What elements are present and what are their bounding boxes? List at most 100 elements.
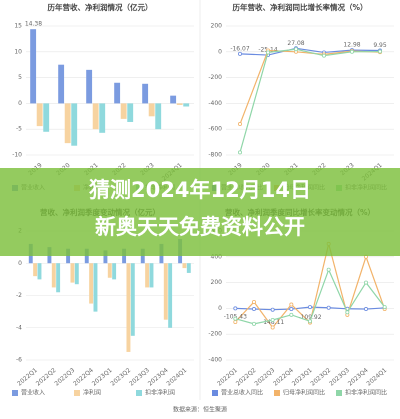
legend-swatch <box>336 390 342 396</box>
bar <box>33 263 38 277</box>
point <box>270 318 275 323</box>
point <box>237 122 242 127</box>
bar <box>168 263 173 328</box>
point <box>270 325 275 330</box>
bar <box>126 263 131 352</box>
chart-title: 历年营收、净利润情况（亿元） <box>48 2 153 12</box>
y-tick-label: 15 <box>14 23 22 30</box>
bar <box>186 263 191 273</box>
value-label: -109.92 <box>298 314 321 321</box>
point <box>377 49 382 54</box>
legend-label: 归母净利润同比 <box>283 389 325 397</box>
point <box>307 319 312 324</box>
y-tick-label: 10 <box>14 48 22 55</box>
bar <box>103 250 108 264</box>
bar <box>114 82 121 104</box>
y-tick-label: -200 <box>208 74 222 81</box>
value-label: 14.38 <box>25 21 42 28</box>
bar <box>145 263 150 288</box>
bar <box>36 103 43 127</box>
line <box>239 47 381 56</box>
y-tick-label: 200 <box>211 23 223 30</box>
point <box>382 305 387 310</box>
point <box>326 305 331 310</box>
point <box>251 321 256 326</box>
legend-swatch <box>212 390 218 396</box>
y-tick-label: 0 <box>18 100 22 107</box>
bar <box>56 263 61 293</box>
y-tick-label: -400 <box>208 357 222 364</box>
bar <box>71 103 78 146</box>
bar <box>107 263 112 278</box>
bar <box>51 263 56 288</box>
point <box>363 307 368 312</box>
bar <box>142 83 149 104</box>
legend-swatch <box>136 390 142 396</box>
y-tick-label: 200 <box>211 279 223 286</box>
line <box>239 48 381 153</box>
y-tick-label: -200 <box>208 331 222 338</box>
legend-label: 扣非净利润同比 <box>345 389 387 397</box>
bar <box>149 263 154 288</box>
bar <box>170 95 177 104</box>
point <box>251 299 256 304</box>
point <box>237 51 242 56</box>
bar <box>130 263 135 336</box>
bar <box>182 263 187 269</box>
bar <box>92 103 99 130</box>
bar <box>93 263 98 312</box>
point <box>293 47 298 52</box>
point <box>237 150 242 155</box>
bar <box>58 64 65 104</box>
point <box>307 305 312 310</box>
bar <box>37 263 42 280</box>
overlay-line: 猜测2024年12月14日 <box>88 178 311 202</box>
y-tick-label: -6 <box>16 357 22 364</box>
bar <box>183 103 190 107</box>
y-tick-label: -800 <box>208 152 222 159</box>
legend-swatch <box>274 390 280 396</box>
y-tick-label: -600 <box>208 126 222 133</box>
overlay-line: 新奥天天免费资料公开 <box>95 215 305 239</box>
legend-swatch <box>12 390 18 396</box>
bar <box>120 103 127 119</box>
value-label: 9.95 <box>373 42 387 49</box>
y-tick-label: -4 <box>16 324 22 331</box>
point <box>233 320 238 325</box>
bar <box>155 103 162 130</box>
bar <box>86 69 93 104</box>
bar <box>74 263 79 285</box>
point <box>289 302 294 307</box>
bar <box>89 263 94 304</box>
value-label: 27.08 <box>287 40 304 47</box>
y-tick-label: -10 <box>12 152 22 159</box>
y-tick-label: -2 <box>16 292 22 299</box>
value-label: -148.11 <box>261 319 284 326</box>
point <box>233 316 238 321</box>
bar <box>30 29 37 104</box>
point <box>251 307 256 312</box>
point <box>349 49 354 54</box>
legend-swatch <box>74 390 80 396</box>
bar <box>64 103 71 144</box>
point <box>265 50 270 55</box>
bar <box>70 263 75 283</box>
legend-label: 净利润 <box>83 389 101 397</box>
value-label: 12.98 <box>343 42 360 49</box>
y-tick-label: 0 <box>18 260 22 267</box>
legend-label: 营业总收入同比 <box>221 389 263 397</box>
legend-label: 营业收入 <box>21 389 45 397</box>
bar <box>127 103 134 122</box>
value-label: -16.07 <box>230 45 250 52</box>
point <box>289 307 294 312</box>
point <box>321 53 326 58</box>
point <box>345 310 350 315</box>
point <box>363 280 368 285</box>
point <box>270 307 275 312</box>
point <box>289 312 294 317</box>
bar <box>112 263 117 280</box>
overlay-band <box>0 168 400 256</box>
y-tick-label: 400 <box>211 253 223 260</box>
y-tick-label: 0 <box>218 48 222 55</box>
